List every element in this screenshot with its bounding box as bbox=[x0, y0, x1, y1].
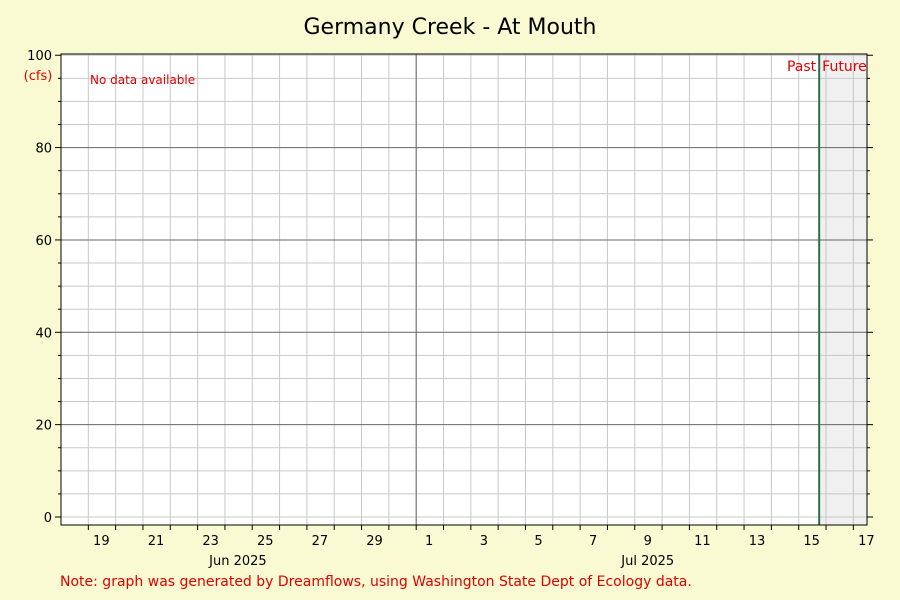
y-axis-unit: (cfs) bbox=[24, 69, 53, 84]
x-tick-label: 25 bbox=[257, 534, 274, 549]
x-tick-label: 9 bbox=[644, 534, 652, 549]
month-label: Jul 2025 bbox=[620, 554, 674, 569]
y-axis: 0 20 40 60 80 100 bbox=[27, 49, 52, 526]
x-axis: 19 21 23 25 27 29 1 3 5 7 9 11 13 15 17 bbox=[93, 534, 875, 549]
month-labels: Jun 2025 Jul 2025 bbox=[208, 554, 674, 569]
no-data-label: No data available bbox=[90, 73, 195, 87]
x-tick-label: 21 bbox=[148, 534, 165, 549]
grid bbox=[61, 54, 867, 525]
x-tick-label: 29 bbox=[366, 534, 383, 549]
chart-title: Germany Creek - At Mouth bbox=[303, 15, 596, 40]
future-label: Future bbox=[822, 59, 867, 75]
y-tick-label: 80 bbox=[35, 142, 52, 157]
plot-area bbox=[61, 54, 867, 525]
x-tick-label: 7 bbox=[589, 534, 597, 549]
y-tick-label: 20 bbox=[35, 419, 52, 434]
x-tick-label: 23 bbox=[202, 534, 219, 549]
y-tick-label: 40 bbox=[35, 326, 52, 341]
x-tick-label: 27 bbox=[312, 534, 329, 549]
x-tick-label: 17 bbox=[858, 534, 875, 549]
footer-note: Note: graph was generated by Dreamflows,… bbox=[60, 574, 692, 590]
past-label: Past bbox=[787, 59, 817, 75]
x-tick-label: 5 bbox=[534, 534, 542, 549]
y-tick-label: 100 bbox=[27, 49, 52, 64]
y-tick-label: 60 bbox=[35, 234, 52, 249]
y-tick-label: 0 bbox=[44, 511, 52, 526]
x-tick-label: 1 bbox=[425, 534, 433, 549]
x-tick-label: 19 bbox=[93, 534, 110, 549]
axis-ticks bbox=[55, 54, 873, 530]
x-tick-label: 13 bbox=[749, 534, 766, 549]
month-label: Jun 2025 bbox=[208, 554, 267, 569]
plot-frame bbox=[60, 53, 868, 526]
x-tick-label: 11 bbox=[694, 534, 711, 549]
future-region bbox=[819, 54, 867, 525]
x-tick-label: 3 bbox=[480, 534, 488, 549]
x-tick-label: 15 bbox=[803, 534, 820, 549]
